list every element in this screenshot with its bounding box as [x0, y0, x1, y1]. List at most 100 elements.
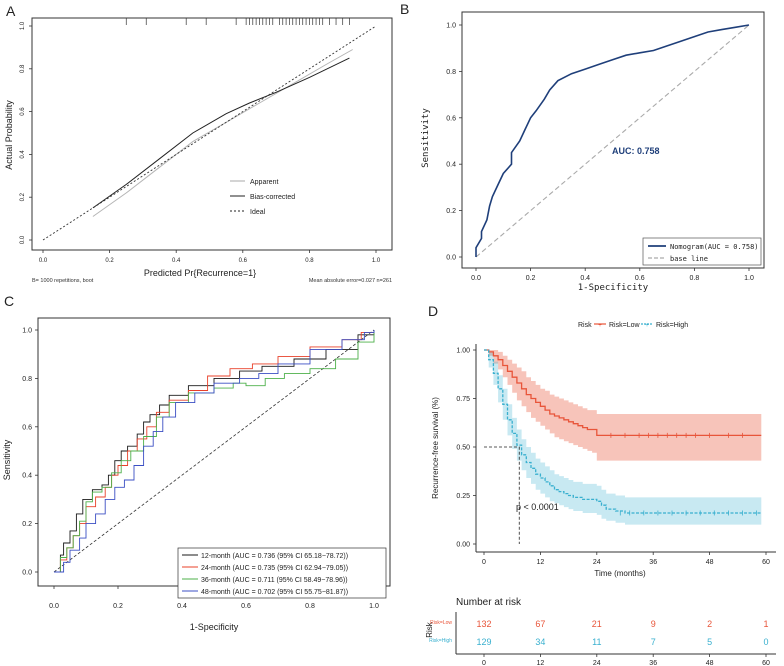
panel-c: C 0.0 0.2 0.4 0.6 0.8 1.0 0.00.20.40.60.81.0 …: [2, 293, 391, 632]
risk-cell: 11: [592, 637, 601, 647]
panel-b-xlabel: 1-Specificity: [578, 283, 649, 293]
y-tick-label: 1.0: [446, 23, 456, 30]
series-line-bias-corrected: [92, 57, 350, 209]
panel-a-legend: Apparent Bias-corrected Ideal: [230, 179, 295, 216]
risk-cell: 21: [592, 619, 602, 629]
panel-c-letter: C: [4, 293, 14, 309]
x-tick-label: 0.8: [305, 603, 315, 610]
y-tick-label: 1.0: [20, 21, 26, 30]
legend-label-ideal: Ideal: [250, 209, 266, 216]
x-tick-label: 48: [706, 559, 714, 566]
panel-d: D Risk + Risk=Low + Risk=High 0 12 24 36 48 6…: [425, 303, 776, 666]
y-tick-label: 0.50: [456, 445, 470, 452]
risk-table-axis-label: Risk: [425, 621, 434, 638]
y-tick-label: 0.8: [20, 64, 26, 73]
series-line-nomogram: [475, 24, 750, 257]
panel-a-footer-left: B= 1000 repetitions, boot: [32, 278, 94, 284]
x-tick-label: 12: [537, 559, 545, 566]
x-tick-label: 0.0: [39, 258, 48, 264]
survival-curve-risk-high: [484, 349, 762, 514]
x-tick-label: 0.4: [580, 275, 590, 282]
x-tick-label: 0.0: [471, 275, 481, 282]
panel-a-xlabel: Predicted Pr{Recurrence=1}: [144, 268, 256, 278]
y-tick-label: 0.0: [446, 255, 456, 262]
y-tick-label: 0.75: [456, 396, 470, 403]
median-survival-guide: [484, 446, 520, 544]
y-tick-label: 0.6: [22, 424, 32, 431]
panel-c-lines: [53, 329, 375, 573]
x-tick-label: 1.0: [372, 258, 381, 264]
risk-cell: 2: [707, 619, 712, 629]
panel-d-legend: Risk + Risk=Low + Risk=High: [578, 322, 688, 329]
panel-c-ylabel: Sensitivity: [2, 439, 12, 480]
panel-b-letter: B: [400, 1, 409, 17]
panel-d-xlabel: Time (months): [594, 569, 646, 578]
x-tick-label: 0.8: [305, 258, 314, 264]
x-tick-label: 0.2: [105, 258, 114, 264]
panel-b-frame: [461, 11, 765, 269]
risk-cell: 1: [763, 619, 768, 629]
x-tick-label: 0.0: [49, 603, 59, 610]
panel-a-rug: [125, 18, 350, 25]
y-tick-label: 0.2: [22, 521, 32, 528]
risk-cell: 5: [707, 637, 712, 647]
panel-d-pvalue: p < 0.0001: [516, 502, 559, 512]
series-line-12-month: [54, 330, 375, 573]
x-tick-label: 12: [537, 660, 545, 666]
panel-b: B 0.0 0.2 0.4 0.6 0.8 1.0 0.00.20.40.60.81.0 …: [400, 1, 765, 293]
x-tick-label: 0.2: [113, 603, 123, 610]
panel-b-y-ticks: 0.0 0.2 0.4 0.6 0.8 1.0: [446, 23, 462, 262]
y-tick-label: 0.2: [20, 192, 26, 201]
confidence-band-risk-low: [484, 350, 762, 461]
legend-label-base-line: base line: [670, 255, 708, 263]
panel-c-xlabel: 1-Specificity: [190, 622, 239, 632]
x-tick-label: 60: [762, 559, 770, 566]
confidence-band-risk-high: [484, 350, 762, 525]
risk-cell: 0: [763, 637, 768, 647]
panel-d-y-ticks: 0.00 0.25 0.50 0.75 1.00: [456, 348, 476, 549]
y-tick-label: 0.8: [22, 376, 32, 383]
x-tick-label: 0: [482, 559, 486, 566]
y-tick-label: 0.4: [446, 162, 456, 169]
x-tick-label: 0: [482, 660, 486, 666]
x-tick-label: 0.8: [690, 275, 700, 282]
panel-d-plot: [484, 349, 762, 544]
x-tick-label: 0.2: [526, 275, 536, 282]
panel-b-x-ticks: 0.0 0.2 0.4 0.6 0.8 1.0: [471, 268, 754, 282]
panel-b-auc-annotation: AUC: 0.758: [612, 146, 660, 156]
panel-b-legend: Nomogram(AUC = 0.758) base line: [642, 237, 762, 266]
series-line-36-month: [54, 330, 375, 573]
panel-a-footer-right: Mean absolute error=0.027 n=261: [309, 278, 392, 284]
legend-swatch-risk-low-mark: +: [598, 323, 602, 329]
panel-a-frame: [31, 17, 393, 251]
panel-a-ylabel: Actual Probability: [4, 100, 14, 170]
risk-table: Number at risk Risk Risk=Low Risk=High 1…: [425, 597, 776, 666]
legend-label-12-month: 12-month (AUC = 0.736 (95% CI 65.18−78.7…: [201, 553, 348, 560]
panel-c-frame: [37, 317, 391, 587]
x-tick-label: 0.6: [241, 603, 251, 610]
y-tick-label: 0.8: [446, 69, 456, 76]
panel-d-legend-title: Risk: [578, 322, 592, 329]
panel-b-ylabel: Sensitivity: [421, 108, 431, 168]
y-tick-label: 0.4: [20, 150, 26, 159]
panel-a-y-ticks: 0.0 0.2 0.4 0.6 0.8 1.0: [20, 21, 32, 244]
y-tick-label: 1.0: [22, 328, 32, 335]
x-tick-label: 0.6: [635, 275, 645, 282]
risk-cell: 34: [535, 637, 545, 647]
x-tick-label: 1.0: [369, 603, 379, 610]
legend-label-36-month: 36-month (AUC = 0.711 (95% CI 58.49−78.9…: [201, 577, 348, 584]
x-tick-label: 24: [593, 660, 601, 666]
x-tick-label: 24: [593, 559, 601, 566]
x-tick-label: 0.6: [239, 258, 248, 264]
legend-label-bias-corrected: Bias-corrected: [250, 194, 295, 201]
x-tick-label: 60: [762, 660, 770, 666]
risk-cell: 129: [476, 637, 491, 647]
panel-d-ylabel: Recurrence-free survival (%): [431, 397, 440, 499]
panel-a-letter: A: [6, 3, 16, 19]
risk-table-x-ticks: 0 12 24 36 48 60: [482, 654, 770, 666]
x-tick-label: 1.0: [744, 275, 754, 282]
risk-table-row-label-low: Risk=Low: [430, 620, 452, 626]
legend-label-apparent: Apparent: [250, 179, 278, 186]
